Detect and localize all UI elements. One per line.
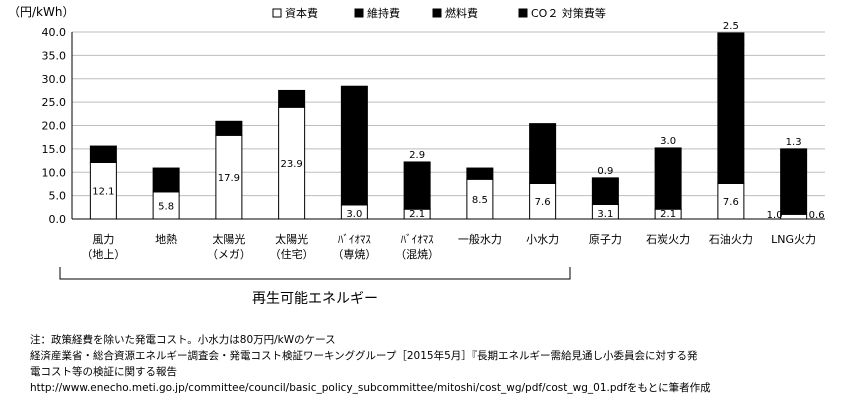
bar-segment (278, 89, 306, 108)
data-label-co2: 1.3 (786, 137, 802, 148)
note-line: 経済産業省・総合資源エネルギー調査会・発電コスト検証ワーキンググループ［2015… (30, 350, 698, 362)
bar-segment (780, 154, 808, 215)
bar-segment (717, 44, 745, 184)
y-tick-label: 25.0 (42, 96, 67, 109)
bar-segment (89, 145, 117, 163)
legend-label: CO２ 対策費等 (531, 6, 606, 20)
bar-segment (215, 134, 243, 220)
legend-swatch (272, 8, 282, 18)
data-label-co2: 0.9 (597, 166, 613, 177)
bar-segment (466, 178, 494, 220)
y-tick-label: 10.0 (42, 166, 67, 179)
x-category-label: 石炭火力 (646, 233, 690, 246)
y-tick-label: 0.0 (49, 213, 67, 226)
bar-segment (780, 148, 808, 156)
group-bracket (59, 267, 571, 280)
y-tick-label: 5.0 (49, 190, 67, 203)
bar-segment (215, 120, 243, 136)
data-label-capital: 7.6 (535, 197, 551, 208)
legend-swatch (432, 8, 442, 18)
source-notes: 注：政策経費を除いた発電コスト。小水力は80万円/kWのケース 経済産業省・総合… (30, 332, 855, 396)
x-category-label: ﾊﾞｲｵﾏｽ (338, 233, 371, 246)
data-label-extra: 0.6 (809, 210, 825, 221)
x-category-label: （メガ） (207, 248, 251, 261)
legend-swatch (354, 8, 364, 18)
y-tick-label: 35.0 (42, 49, 67, 62)
y-unit-label: （円/kWh） (8, 5, 74, 19)
bar-segment (278, 106, 306, 220)
y-tick-label: 40.0 (42, 26, 67, 39)
data-label-capital: 2.1 (409, 209, 425, 220)
bar-segment (654, 161, 682, 210)
bar-segment (529, 182, 557, 220)
x-category-label: （混焼） (395, 248, 439, 261)
bar-segment (403, 161, 431, 210)
x-category-label: 太陽光 (212, 232, 245, 246)
bar-segment (654, 147, 682, 163)
data-label-capital: 3.1 (597, 209, 613, 220)
x-category-label: 原子力 (589, 233, 622, 246)
legend-swatch (518, 8, 528, 18)
y-tick-label: 30.0 (42, 73, 67, 86)
bar-segment (529, 123, 557, 184)
x-category-label: 地熱 (155, 233, 177, 246)
bar-segment (152, 167, 180, 193)
data-label-capital: 2.1 (660, 209, 676, 220)
data-label-co2: 2.9 (409, 150, 425, 161)
group-label: 再生可能エネルギー (252, 291, 378, 307)
x-category-label: 風力 (92, 233, 114, 246)
bar-segment (591, 177, 619, 183)
data-label-capital: 8.5 (472, 195, 488, 206)
x-category-label: LNG火力 (771, 233, 816, 246)
x-category-label: 石油火力 (709, 232, 753, 246)
data-label-capital: 5.8 (158, 201, 174, 212)
data-label-capital: 12.1 (92, 187, 114, 198)
x-category-label: 太陽光 (275, 232, 308, 246)
bar-segment (591, 181, 619, 206)
legend-label: 維持費 (367, 6, 400, 20)
data-label-capital: 17.9 (218, 173, 240, 184)
x-category-label: （専焼） (332, 248, 376, 261)
data-label-capital: 23.9 (280, 159, 302, 170)
bar-segment (717, 182, 745, 220)
note-line: 注：政策経費を除いた発電コスト。小水力は80万円/kWのケース (30, 334, 336, 346)
x-category-label: （住宅） (270, 247, 314, 261)
bar-segment (780, 213, 808, 220)
data-label-co2: 3.0 (660, 136, 676, 147)
data-label-capital: 7.6 (723, 197, 739, 208)
bar-segment (340, 85, 368, 206)
x-category-label: ﾊﾞｲｵﾏｽ (401, 233, 434, 246)
data-label-co2: 2.5 (723, 21, 739, 32)
note-line: http://www.enecho.meti.go.jp/committee/c… (30, 382, 711, 394)
x-category-label: 小水力 (526, 233, 559, 246)
bar-segment (466, 167, 494, 180)
legend-label: 資本費 (285, 6, 318, 20)
y-tick-label: 20.0 (42, 120, 67, 133)
x-category-label: （地上） (81, 248, 125, 261)
y-tick-label: 15.0 (42, 143, 67, 156)
data-label-capital: 3.0 (346, 209, 362, 220)
legend-label: 燃料費 (445, 6, 478, 20)
data-label-capital: 1.0 (767, 210, 783, 221)
bar-segment (717, 32, 745, 46)
note-line: 電コスト等の検証に関する報告 (30, 366, 177, 378)
x-category-label: 一般水力 (458, 233, 502, 246)
stacked-bar-chart: （円/kWh） 0.0 5.0 10.0 15.0 20.0 25.0 30.0 35.0 40.… (8, 5, 825, 307)
